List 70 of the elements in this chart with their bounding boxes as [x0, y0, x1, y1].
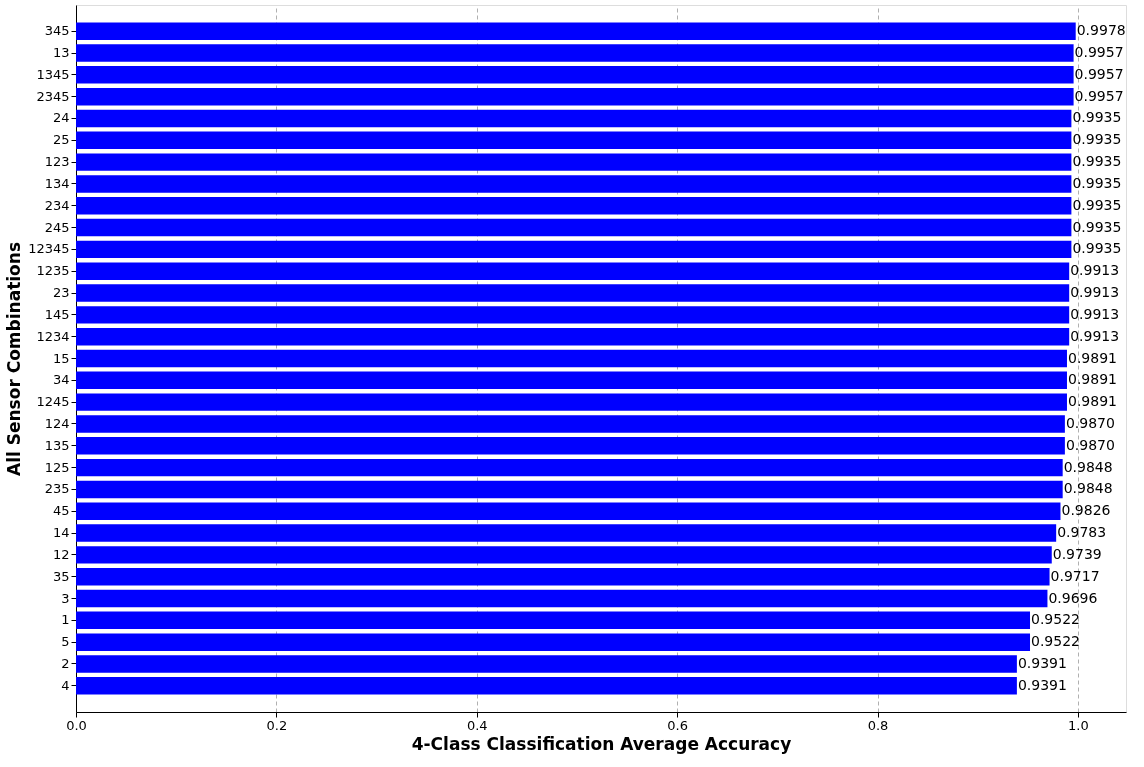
data-label: 0.9957 [1074, 87, 1124, 104]
y-tick-label: 24 [52, 110, 70, 126]
y-tick-label: 1234 [36, 328, 70, 344]
data-label: 0.9913 [1070, 327, 1120, 344]
y-tick-label: 125 [44, 459, 70, 475]
y-tick-label: 235 [44, 481, 70, 497]
y-axis-title: All Sensor Combinations [4, 242, 25, 476]
data-label: 0.9826 [1061, 502, 1111, 519]
data-label: 0.9717 [1050, 567, 1100, 584]
data-label: 0.9391 [1017, 654, 1067, 671]
y-tick-label: 13 [52, 45, 70, 61]
y-tick-label: 23 [52, 285, 70, 301]
y-tick-label: 12 [52, 546, 70, 562]
y-tick-label: 14 [52, 525, 70, 541]
data-label: 0.9848 [1063, 480, 1113, 497]
x-axis-title: 4-Class Classification Average Accuracy [411, 733, 792, 754]
y-tick-label: 1 [61, 612, 70, 628]
y-tick-label: 124 [44, 415, 70, 431]
data-label: 0.9522 [1031, 611, 1081, 628]
y-tick-label: 1235 [36, 263, 70, 279]
y-tick-label: 15 [52, 350, 70, 366]
y-tick-label: 245 [44, 219, 70, 235]
y-tick-label: 345 [44, 23, 70, 39]
y-tick-label: 135 [44, 437, 70, 453]
y-tick-label: 35 [52, 568, 70, 584]
data-label: 0.9935 [1072, 218, 1122, 235]
y-tick-label: 34 [52, 372, 70, 388]
data-label: 0.9935 [1072, 196, 1122, 213]
data-label: 0.9935 [1072, 109, 1122, 126]
data-label: 0.9848 [1063, 458, 1113, 475]
data-label: 0.9978 [1076, 22, 1126, 39]
x-tick-label: 0.0 [66, 717, 87, 733]
x-tick-label: 1.0 [1068, 717, 1089, 733]
data-label: 0.9891 [1067, 349, 1117, 366]
data-label: 0.9696 [1048, 589, 1098, 606]
data-label: 0.9957 [1074, 44, 1124, 61]
data-label: 0.9913 [1070, 305, 1120, 322]
data-label: 0.9935 [1072, 153, 1122, 170]
data-label: 0.9391 [1017, 676, 1067, 693]
data-label: 0.9522 [1031, 633, 1081, 650]
data-label: 0.9783 [1057, 524, 1107, 541]
data-label: 0.9935 [1072, 131, 1122, 148]
x-tick-label: 0.4 [466, 717, 488, 733]
y-tick-label: 134 [44, 175, 70, 191]
data-label: 0.9870 [1065, 436, 1115, 453]
data-label: 0.9935 [1072, 240, 1122, 257]
y-tick-label: 2345 [36, 88, 70, 104]
y-tick-label: 4 [61, 677, 70, 693]
x-tick-label: 0.6 [667, 717, 688, 733]
data-label: 0.9913 [1070, 284, 1120, 301]
data-label: 0.9913 [1070, 262, 1120, 279]
x-tick-label: 0.2 [266, 717, 288, 733]
data-label: 0.9870 [1065, 414, 1115, 431]
y-tick-label: 123 [44, 154, 70, 170]
y-tick-label: 145 [44, 306, 70, 322]
y-tick-label: 3 [61, 590, 70, 606]
data-label: 0.9891 [1067, 393, 1117, 410]
data-label: 0.9957 [1074, 65, 1124, 82]
y-tick-label: 234 [44, 197, 70, 213]
y-tick-label: 45 [52, 503, 70, 519]
y-tick-label: 25 [52, 132, 70, 148]
y-tick-label: 12345 [28, 241, 70, 257]
data-label: 0.9935 [1072, 174, 1122, 191]
y-tick-label: 5 [61, 634, 70, 650]
data-label: 0.9739 [1052, 545, 1102, 562]
y-tick-label: 1345 [36, 66, 70, 82]
x-tick-label: 0.8 [867, 717, 889, 733]
y-tick-label: 2 [61, 655, 70, 671]
y-tick-label: 1245 [36, 394, 70, 410]
data-label: 0.9891 [1067, 371, 1117, 388]
